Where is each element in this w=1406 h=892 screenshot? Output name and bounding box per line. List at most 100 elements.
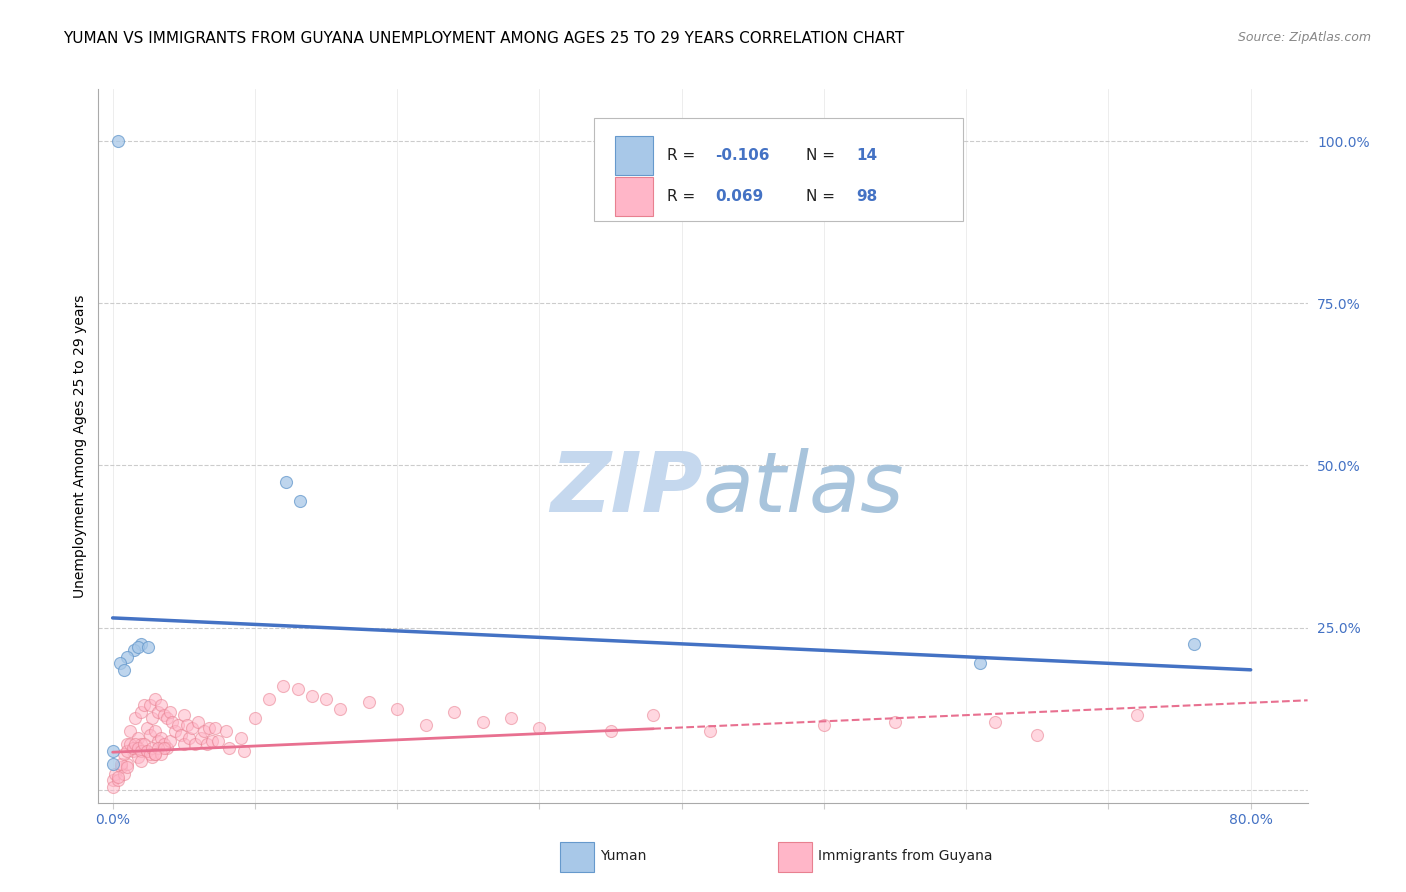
Text: Yuman: Yuman (600, 849, 647, 863)
Point (153, 708, 176, 723)
Point (129, 738, 152, 752)
Point (301, 689, 323, 703)
Point (110, 756, 132, 771)
Point (471, 714, 494, 729)
FancyBboxPatch shape (614, 136, 654, 175)
Point (107, 134, 129, 148)
Point (115, 760, 138, 774)
Point (107, 773, 129, 788)
Point (124, 738, 146, 752)
Point (122, 643, 145, 657)
Point (141, 740, 163, 755)
Text: N =: N = (806, 148, 839, 163)
Point (115, 738, 138, 752)
Point (162, 714, 184, 729)
Point (385, 702, 408, 716)
Point (813, 718, 835, 732)
Point (173, 708, 195, 723)
Point (287, 682, 309, 697)
Text: R =: R = (666, 148, 700, 163)
Text: R =: R = (666, 189, 700, 203)
Point (127, 640, 149, 654)
Point (141, 750, 163, 764)
Point (315, 692, 337, 706)
Point (207, 734, 229, 748)
Point (215, 724, 238, 739)
Text: Source: ZipAtlas.com: Source: ZipAtlas.com (1237, 31, 1371, 45)
Point (138, 698, 160, 713)
Point (110, 760, 132, 774)
Point (290, 494, 312, 508)
Point (165, 724, 187, 739)
Point (232, 744, 254, 758)
Point (243, 711, 266, 725)
FancyBboxPatch shape (778, 842, 811, 872)
Point (107, 770, 129, 784)
Point (190, 731, 212, 745)
Point (101, 756, 124, 771)
Point (112, 747, 135, 761)
Point (167, 718, 190, 732)
Point (143, 747, 166, 761)
Point (150, 731, 173, 745)
Point (129, 705, 152, 719)
Point (143, 724, 166, 739)
Point (138, 728, 160, 742)
Point (118, 724, 141, 739)
Point (643, 708, 665, 723)
Point (112, 663, 135, 677)
Text: atlas: atlas (703, 449, 904, 529)
Point (127, 740, 149, 755)
Point (115, 649, 138, 664)
Point (127, 750, 149, 764)
Point (159, 734, 181, 748)
Point (273, 679, 295, 693)
Point (136, 640, 159, 654)
Point (143, 747, 166, 761)
Y-axis label: Unemployment Among Ages 25 to 29 years: Unemployment Among Ages 25 to 29 years (73, 294, 87, 598)
Point (108, 657, 131, 671)
Point (132, 738, 155, 752)
FancyBboxPatch shape (614, 177, 654, 216)
Point (121, 740, 143, 755)
Point (329, 702, 352, 716)
Point (129, 744, 152, 758)
Point (121, 744, 143, 758)
Point (529, 721, 551, 735)
Point (124, 711, 146, 725)
Point (983, 714, 1005, 729)
Text: YUMAN VS IMMIGRANTS FROM GUYANA UNEMPLOYMENT AMONG AGES 25 TO 29 YEARS CORRELATI: YUMAN VS IMMIGRANTS FROM GUYANA UNEMPLOY… (63, 31, 904, 46)
Point (150, 698, 173, 713)
Point (201, 734, 224, 748)
Point (193, 724, 215, 739)
Point (257, 692, 280, 706)
Point (443, 705, 465, 719)
Point (101, 780, 124, 794)
Point (135, 721, 157, 735)
Point (156, 740, 179, 755)
Point (181, 721, 204, 735)
Point (143, 692, 166, 706)
Text: 14: 14 (856, 148, 877, 163)
Point (146, 705, 169, 719)
Point (156, 711, 179, 725)
Point (198, 721, 221, 735)
Text: -0.106: -0.106 (716, 148, 769, 163)
Point (218, 740, 240, 755)
Point (135, 744, 157, 758)
Point (101, 744, 124, 758)
Point (115, 744, 138, 758)
Point (699, 724, 721, 739)
FancyBboxPatch shape (561, 842, 595, 872)
Point (969, 657, 991, 671)
Point (141, 711, 163, 725)
Text: Immigrants from Guyana: Immigrants from Guyana (818, 849, 993, 863)
Point (1126, 708, 1149, 723)
Point (104, 766, 127, 780)
Point (153, 738, 176, 752)
Text: 0.069: 0.069 (716, 189, 763, 203)
Point (138, 747, 160, 761)
Point (150, 747, 173, 761)
Point (115, 756, 138, 771)
Text: ZIP: ZIP (550, 449, 703, 529)
